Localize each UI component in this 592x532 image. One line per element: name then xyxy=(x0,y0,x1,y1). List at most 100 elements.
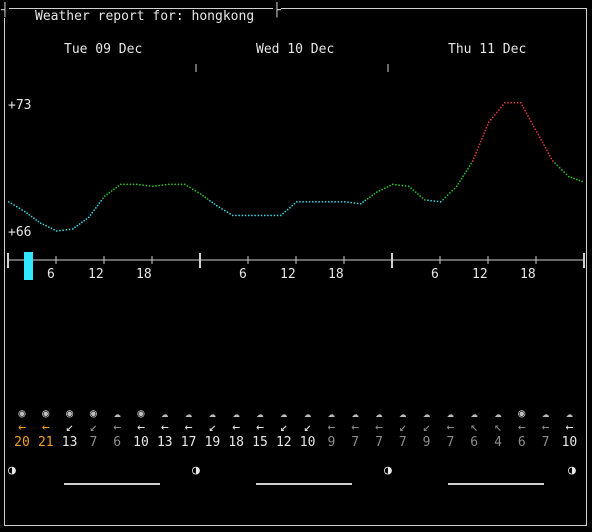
temperature-point xyxy=(412,189,415,191)
wind-speed: 6 xyxy=(517,435,526,450)
temperature-point xyxy=(200,193,202,195)
temperature-point xyxy=(414,191,417,193)
temperature-point xyxy=(492,116,494,119)
temperature-point xyxy=(42,223,45,226)
y-max-label: +73 xyxy=(8,98,32,113)
temperature-point xyxy=(216,204,218,207)
temperature-point xyxy=(50,227,53,230)
cloud-icon: ☁ xyxy=(256,406,264,420)
wind-speed: 18 xyxy=(228,435,245,450)
temperature-point xyxy=(174,183,176,186)
temperature-point xyxy=(478,143,481,146)
wind-direction-icon: ← xyxy=(565,420,574,435)
temperature-point xyxy=(264,214,266,217)
hour-label: 18 xyxy=(136,267,152,282)
sun-icon: ◉ xyxy=(89,406,97,420)
temperature-point xyxy=(462,175,464,177)
temperature-point xyxy=(324,201,327,203)
temperature-point xyxy=(475,151,477,154)
temperature-point xyxy=(550,157,553,160)
wind-speed: 10 xyxy=(299,435,316,450)
temperature-point xyxy=(498,109,500,111)
temperature-point xyxy=(485,126,488,129)
temperature-point xyxy=(534,128,537,130)
temperature-point xyxy=(353,202,356,204)
wind-speed: 6 xyxy=(113,435,122,450)
temperature-point xyxy=(552,160,554,162)
temperature-point xyxy=(373,193,376,195)
temperature-point xyxy=(209,199,211,202)
wind-direction-icon: ← xyxy=(327,420,336,435)
temperature-point xyxy=(83,219,85,222)
temperature-point xyxy=(568,175,570,178)
temperature-point xyxy=(104,195,106,197)
day-label-2: Wed 10 Dec xyxy=(256,42,335,57)
temperature-point xyxy=(45,225,47,227)
temperature-point xyxy=(371,194,373,197)
temperature-point xyxy=(108,191,111,194)
temperature-point xyxy=(457,183,460,185)
temperature-point xyxy=(331,201,333,203)
temperature-point xyxy=(273,214,276,217)
temperature-point xyxy=(81,221,83,224)
temperature-point xyxy=(536,131,538,133)
temperature-point xyxy=(254,214,256,217)
temperature-point xyxy=(74,226,76,229)
temperature-point xyxy=(260,214,263,217)
temperature-point xyxy=(565,173,568,176)
temperature-point xyxy=(483,132,485,135)
temperature-point xyxy=(218,206,221,209)
temperature-point xyxy=(328,201,330,203)
temperature-point xyxy=(558,166,561,169)
temperature-point xyxy=(451,189,453,192)
wind-speed: 7 xyxy=(351,435,360,450)
temperature-point xyxy=(334,201,336,203)
cloud-icon: ☁ xyxy=(565,406,573,420)
moon-phase-icon: ◑ xyxy=(384,463,392,478)
temperature-point xyxy=(410,187,412,189)
temperature-point xyxy=(62,229,64,231)
temperature-point xyxy=(477,146,480,148)
hour-label: 18 xyxy=(328,267,344,282)
wind-speed: 7 xyxy=(541,435,550,450)
temperature-point xyxy=(502,104,504,106)
temperature-point xyxy=(53,228,55,231)
temperature-point xyxy=(276,214,279,217)
cloud-icon: ☁ xyxy=(303,406,312,420)
temperature-point xyxy=(78,223,81,225)
temperature-point xyxy=(148,185,151,187)
temperature-point xyxy=(18,207,21,210)
temperature-point xyxy=(537,133,539,136)
temperature-point xyxy=(481,138,483,140)
temperature-point xyxy=(238,214,240,217)
wind-direction-icon: ↙ xyxy=(422,420,431,435)
temperature-point xyxy=(56,230,58,232)
temperature-point xyxy=(500,106,502,109)
temperature-point xyxy=(129,183,132,186)
temperature-point xyxy=(142,184,144,186)
wind-direction-icon: ← xyxy=(232,420,241,435)
temperature-point xyxy=(468,165,471,167)
temperature-point xyxy=(100,200,102,202)
temperature-point xyxy=(531,123,534,125)
sun-icon: ◉ xyxy=(137,406,145,420)
temperature-point xyxy=(424,199,426,201)
temperature-point xyxy=(132,183,135,186)
temperature-point xyxy=(494,114,496,116)
temperature-point xyxy=(76,224,79,227)
cloud-icon: ☁ xyxy=(280,406,288,420)
temperature-point xyxy=(524,109,526,112)
temperature-point xyxy=(389,184,391,187)
wind-direction-icon: ← xyxy=(351,420,360,435)
temperature-point xyxy=(376,191,378,193)
wind-speed: 20 xyxy=(14,435,30,450)
temperature-point xyxy=(470,162,472,165)
temperature-point xyxy=(456,185,458,188)
temperature-point xyxy=(459,180,461,182)
temperature-point xyxy=(474,154,476,157)
wind-speed: 15 xyxy=(252,435,268,450)
wind-direction-icon: ← xyxy=(41,420,50,435)
cloud-icon: ☁ xyxy=(208,406,216,420)
wind-speed: 6 xyxy=(470,435,479,450)
